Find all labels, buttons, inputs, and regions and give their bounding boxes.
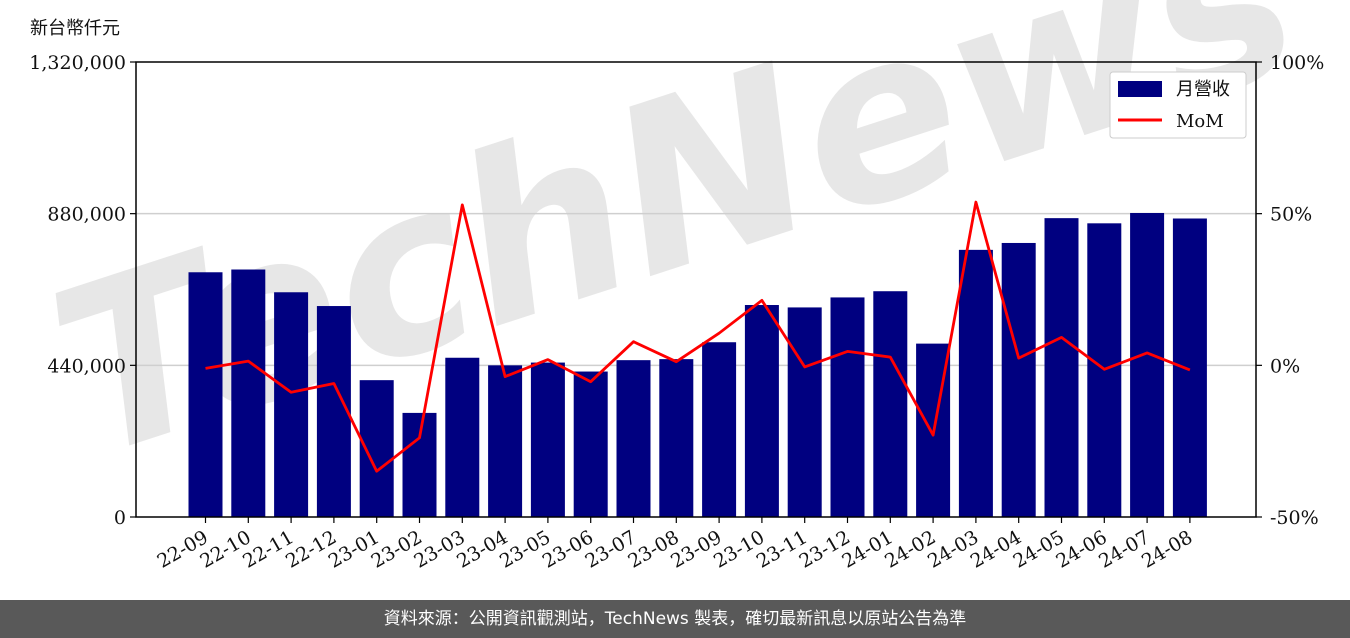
right-tick-label: 100% (1270, 52, 1324, 74)
bar-23-06 (573, 371, 608, 517)
bar-24-04 (1001, 242, 1036, 517)
bar-23-02 (402, 412, 437, 517)
bar-23-11 (787, 307, 822, 517)
bar-23-05 (530, 362, 565, 517)
bar-23-12 (830, 297, 865, 517)
mom-line (205, 200, 1191, 473)
left-axis: 0 440,000 880,000 1,320,000 (29, 52, 136, 529)
right-tick-label: 0% (1270, 355, 1300, 377)
bar-24-07 (1130, 212, 1165, 517)
bar-22-09 (188, 272, 223, 517)
bar-24-05 (1044, 218, 1079, 518)
mom-line-series (205, 200, 1191, 473)
legend-bar-swatch (1118, 81, 1162, 97)
bar-23-04 (488, 365, 523, 517)
x-axis: 22-0922-1022-1122-1223-0123-0223-0323-04… (154, 517, 1196, 573)
y-unit-label: 新台幣仟元 (30, 18, 120, 39)
left-tick-label: 0 (114, 507, 126, 529)
bar-23-10 (744, 305, 779, 517)
right-tick-label: 50% (1270, 204, 1312, 226)
bar-23-09 (702, 342, 737, 517)
x-tick-label: 24-08 (1138, 526, 1196, 572)
left-tick-label: 440,000 (47, 355, 126, 377)
bar-22-10 (231, 269, 266, 517)
bar-24-08 (1172, 218, 1207, 517)
left-tick-label: 1,320,000 (29, 52, 126, 74)
bar-24-01 (873, 291, 908, 517)
bar-22-12 (316, 306, 351, 517)
right-axis: -50% 0% 50% 100% (1256, 52, 1324, 529)
bar-23-03 (445, 357, 480, 517)
legend-bar-label: 月營收 (1176, 79, 1230, 100)
right-tick-label: -50% (1270, 507, 1319, 529)
left-tick-label: 880,000 (47, 204, 126, 226)
source-footer: 資料來源：公開資訊觀測站，TechNews 製表，確切最新訊息以原站公告為準 (0, 600, 1350, 638)
legend-line-label: MoM (1176, 111, 1224, 132)
legend: 月營收 MoM (1109, 71, 1247, 139)
plot-frame (135, 61, 1257, 518)
bar-24-03 (958, 249, 993, 517)
bar-22-11 (274, 292, 309, 517)
bar-23-07 (616, 360, 651, 517)
bar-23-08 (659, 359, 694, 517)
